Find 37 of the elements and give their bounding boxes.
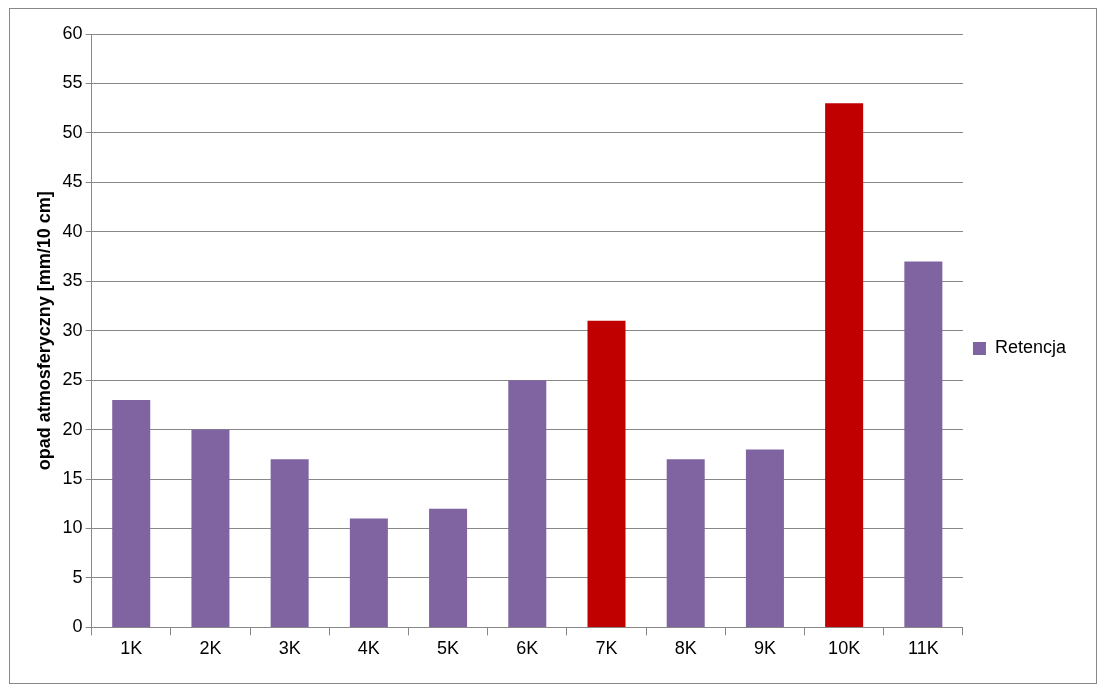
bar <box>191 429 230 627</box>
y-tick-label: 0 <box>72 616 83 637</box>
bar <box>429 508 468 627</box>
bar <box>112 399 151 627</box>
bar <box>349 518 388 627</box>
x-tick-label: 3K <box>278 638 301 659</box>
x-tick-label: 4K <box>357 638 380 659</box>
y-tick-label: 45 <box>62 171 83 192</box>
bar <box>745 449 784 627</box>
bar <box>270 459 309 627</box>
x-tick-label: 10K <box>828 638 861 659</box>
y-tick-label: 35 <box>62 270 83 291</box>
y-tick-label: 20 <box>62 418 83 439</box>
y-axis-title: opad atmosferyczny [mm/10 cm] <box>33 191 54 471</box>
y-tick-label: 40 <box>62 220 83 241</box>
y-tick-label: 5 <box>72 566 83 587</box>
y-tick-label: 55 <box>62 72 83 93</box>
x-tick-label: 1K <box>120 638 143 659</box>
x-tick-label: 5K <box>437 638 460 659</box>
bar <box>825 103 864 627</box>
bar <box>666 459 705 627</box>
x-tick-label: 8K <box>674 638 697 659</box>
y-tick-label: 10 <box>62 517 83 538</box>
legend-label: Retencja <box>994 337 1067 358</box>
x-tick-label: 6K <box>516 638 539 659</box>
bar <box>904 261 943 627</box>
y-tick-label: 50 <box>62 121 83 142</box>
x-tick-label: 7K <box>595 638 618 659</box>
y-tick-label: 15 <box>62 468 83 489</box>
y-tick-label: 25 <box>62 369 83 390</box>
y-tick-label: 60 <box>62 22 83 43</box>
x-tick-label: 9K <box>753 638 776 659</box>
bar <box>587 320 626 627</box>
x-tick-label: 2K <box>199 638 222 659</box>
x-tick-label: 11K <box>908 638 939 659</box>
bar <box>508 380 547 627</box>
y-tick-label: 30 <box>62 319 83 340</box>
